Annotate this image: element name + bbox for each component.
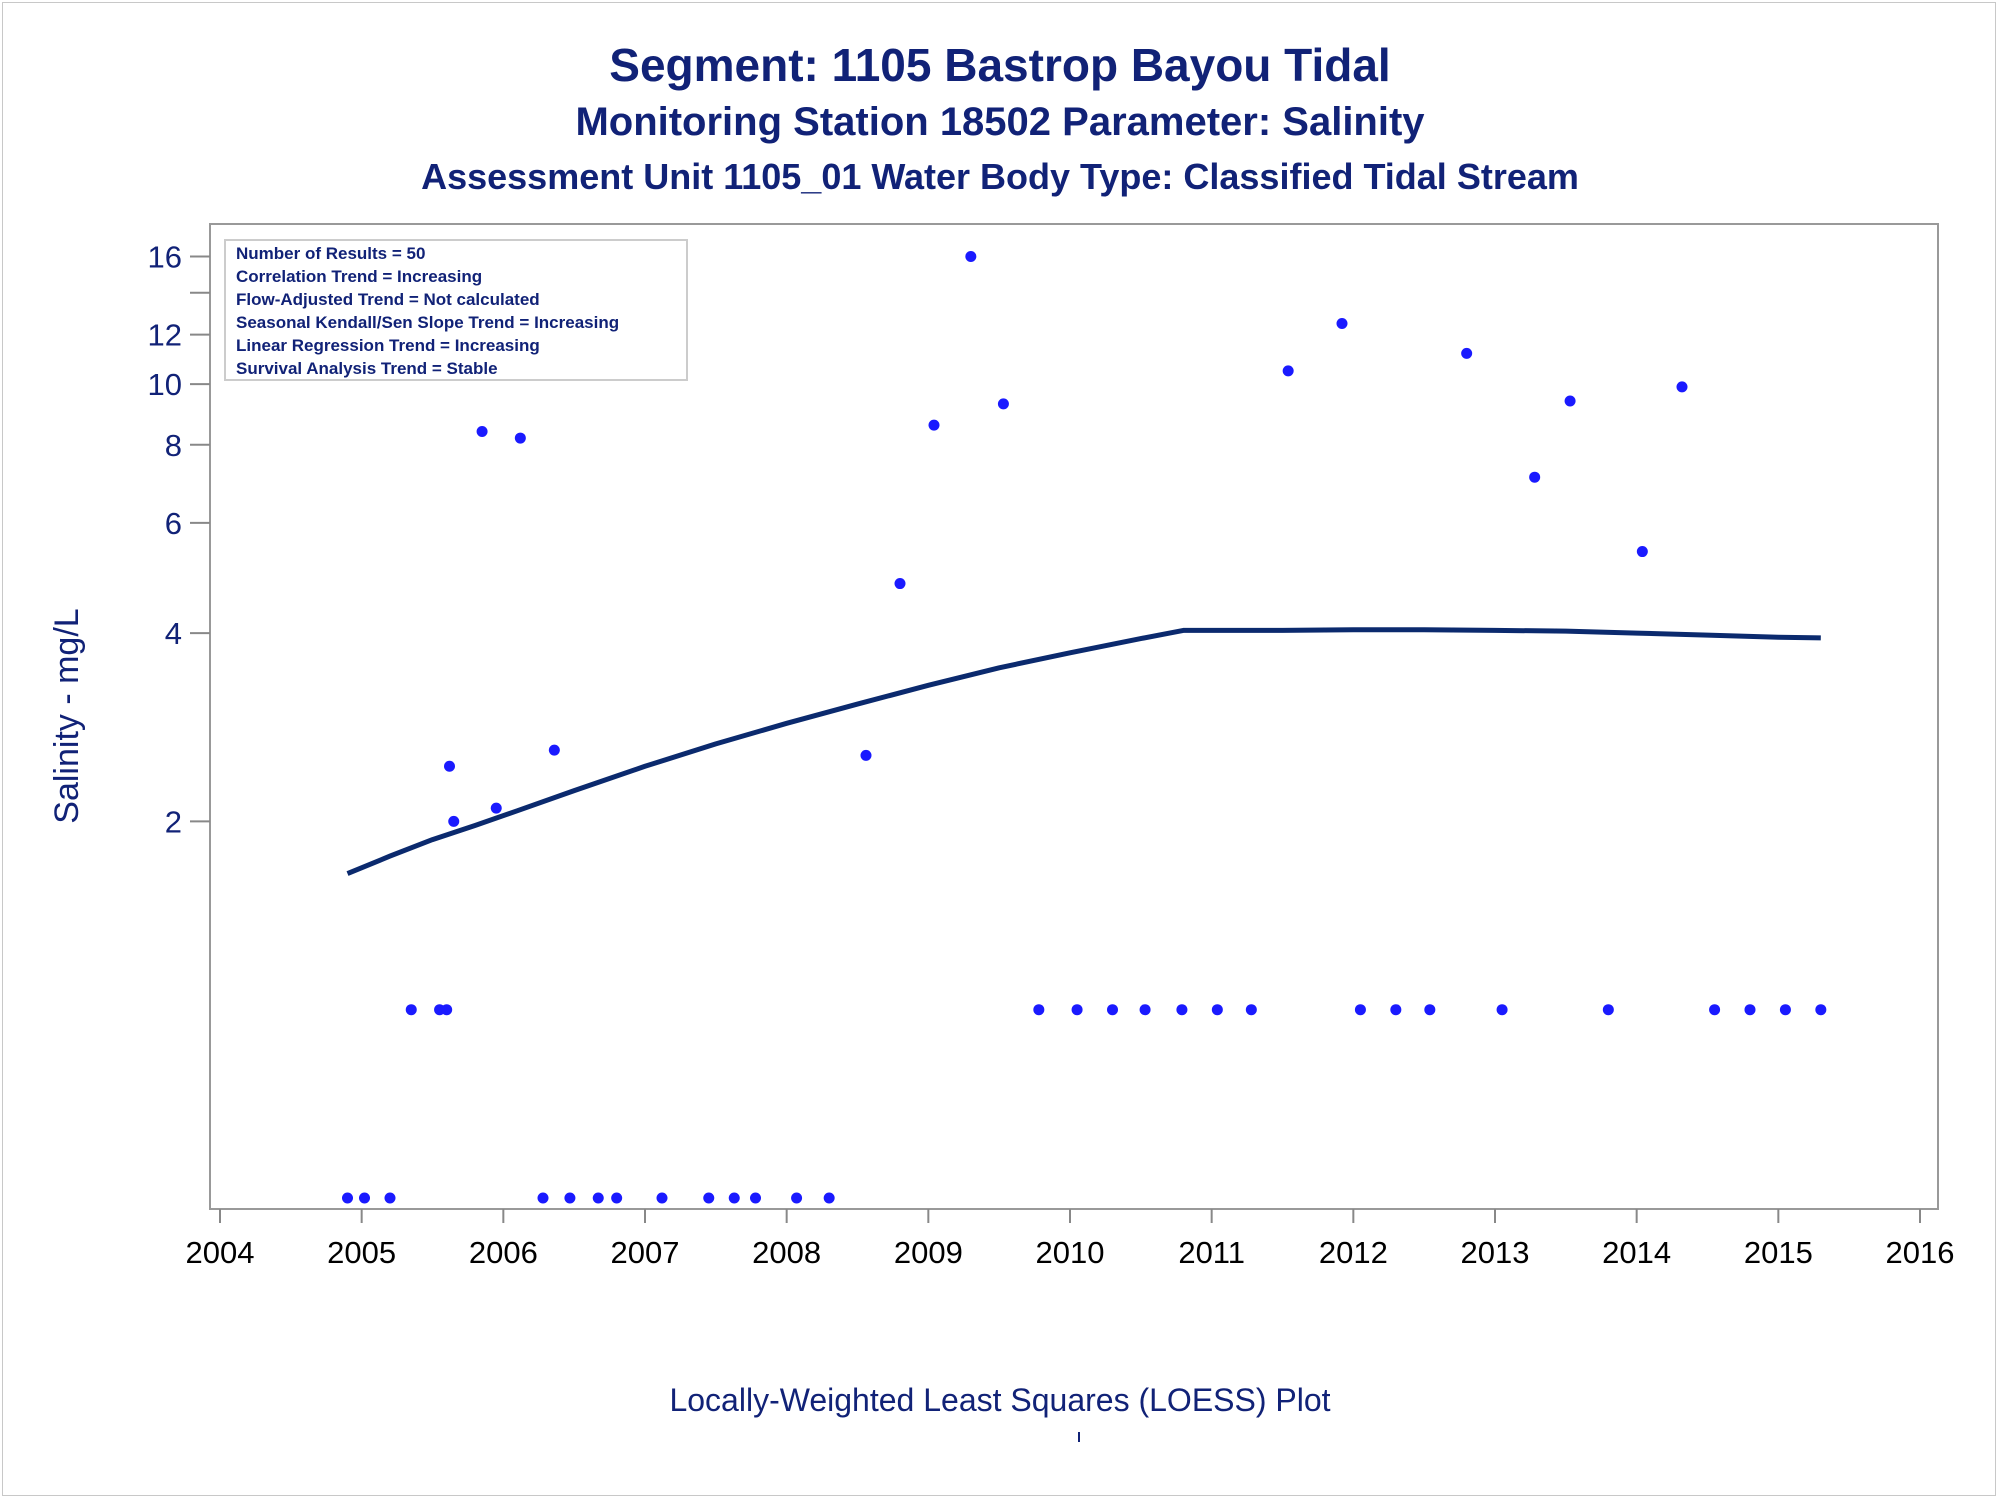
data-point bbox=[1140, 1004, 1151, 1015]
data-point bbox=[998, 398, 1009, 409]
data-point bbox=[1709, 1004, 1720, 1015]
y-tick-label: 10 bbox=[148, 367, 182, 402]
y-axis-label: Salinity - mg/L bbox=[48, 608, 86, 823]
data-point bbox=[861, 750, 872, 761]
y-tick-label: 6 bbox=[165, 506, 182, 541]
data-point bbox=[1529, 472, 1540, 483]
data-point bbox=[1677, 381, 1688, 392]
y-tick-label: 2 bbox=[165, 804, 182, 839]
data-point bbox=[1815, 1004, 1826, 1015]
x-tick-label: 2014 bbox=[1602, 1235, 1671, 1270]
y-tick-label: 12 bbox=[148, 318, 182, 353]
data-point bbox=[729, 1193, 740, 1204]
data-point bbox=[1745, 1004, 1756, 1015]
stat-flow-adjusted-trend: Flow-Adjusted Trend = Not calculated bbox=[236, 290, 540, 309]
data-point bbox=[965, 251, 976, 262]
data-point bbox=[538, 1193, 549, 1204]
data-point bbox=[515, 433, 526, 444]
data-point bbox=[448, 816, 459, 827]
data-point bbox=[342, 1193, 353, 1204]
data-point bbox=[1390, 1004, 1401, 1015]
data-point bbox=[1212, 1004, 1223, 1015]
data-point bbox=[444, 761, 455, 772]
data-point bbox=[406, 1004, 417, 1015]
x-tick-label: 2016 bbox=[1886, 1235, 1955, 1270]
data-point bbox=[611, 1193, 622, 1204]
x-tick-label: 2015 bbox=[1744, 1235, 1813, 1270]
data-point bbox=[1337, 318, 1348, 329]
data-point bbox=[895, 578, 906, 589]
stat-linear-regression-trend: Linear Regression Trend = Increasing bbox=[236, 336, 540, 355]
x-axis: 2004 2005 2006 2007 2008 2009 2010 2011 2012 2013… bbox=[186, 1209, 1955, 1270]
stat-number-of-results: Number of Results = 50 bbox=[236, 244, 425, 263]
data-point bbox=[359, 1193, 370, 1204]
data-point bbox=[703, 1193, 714, 1204]
data-point bbox=[791, 1193, 802, 1204]
data-point bbox=[1461, 348, 1472, 359]
y-tick-label: 4 bbox=[165, 616, 182, 651]
x-tick-label: 2006 bbox=[469, 1235, 538, 1270]
data-point bbox=[491, 803, 502, 814]
data-point bbox=[385, 1193, 396, 1204]
data-point bbox=[1355, 1004, 1366, 1015]
data-point bbox=[1424, 1004, 1435, 1015]
data-point bbox=[1033, 1004, 1044, 1015]
y-axis: 2 4 6 8 10 12 16 bbox=[148, 239, 210, 839]
data-point bbox=[1780, 1004, 1791, 1015]
data-point bbox=[1637, 546, 1648, 557]
loess-line bbox=[348, 630, 1821, 874]
data-point bbox=[1072, 1004, 1083, 1015]
data-point bbox=[1246, 1004, 1257, 1015]
data-point bbox=[1176, 1004, 1187, 1015]
data-point bbox=[593, 1193, 604, 1204]
x-tick-label: 2012 bbox=[1319, 1235, 1388, 1270]
data-point bbox=[657, 1193, 668, 1204]
data-point bbox=[477, 426, 488, 437]
data-point bbox=[750, 1193, 761, 1204]
data-point bbox=[1497, 1004, 1508, 1015]
data-point bbox=[929, 420, 940, 431]
footnote-mark bbox=[1078, 1432, 1080, 1442]
x-tick-label: 2011 bbox=[1178, 1235, 1245, 1270]
y-tick-label: 16 bbox=[148, 239, 182, 274]
data-point bbox=[549, 745, 560, 756]
data-point bbox=[1565, 395, 1576, 406]
x-tick-label: 2004 bbox=[186, 1235, 255, 1270]
footnote: Locally-Weighted Least Squares (LOESS) P… bbox=[0, 1382, 2000, 1419]
loess-chart: 2468101216 2004 2005 2006 2007 2008 2009 2010 2… bbox=[0, 0, 2000, 1500]
data-point bbox=[1603, 1004, 1614, 1015]
data-point bbox=[1283, 365, 1294, 376]
stat-correlation-trend: Correlation Trend = Increasing bbox=[236, 267, 482, 286]
data-point bbox=[1107, 1004, 1118, 1015]
stat-survival-analysis-trend: Survival Analysis Trend = Stable bbox=[236, 359, 498, 378]
x-tick-label: 2013 bbox=[1461, 1235, 1530, 1270]
data-point bbox=[824, 1193, 835, 1204]
data-point bbox=[441, 1004, 452, 1015]
data-point bbox=[564, 1193, 575, 1204]
x-tick-label: 2010 bbox=[1036, 1235, 1105, 1270]
x-tick-label: 2008 bbox=[752, 1235, 821, 1270]
data-series bbox=[342, 251, 1826, 1204]
x-tick-label: 2009 bbox=[894, 1235, 963, 1270]
x-tick-label: 2007 bbox=[611, 1235, 680, 1270]
stats-box: Number of Results = 50 Correlation Trend… bbox=[225, 240, 687, 380]
y-tick-label: 8 bbox=[165, 428, 182, 463]
stat-seasonal-kendall-trend: Seasonal Kendall/Sen Slope Trend = Incre… bbox=[236, 313, 619, 332]
x-tick-label: 2005 bbox=[327, 1235, 396, 1270]
